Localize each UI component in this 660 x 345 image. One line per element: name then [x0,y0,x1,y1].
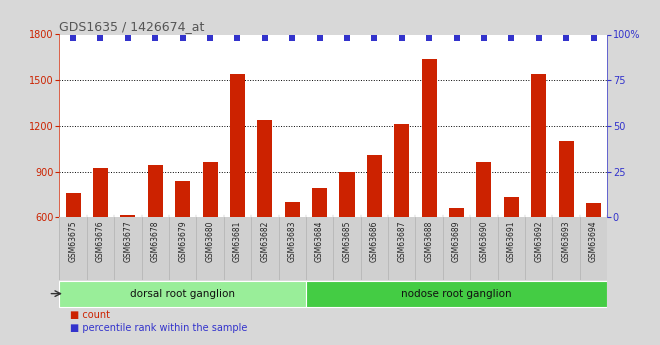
Point [369,36,380,41]
Bar [586,204,601,308]
Point [561,36,572,41]
Point [314,36,325,41]
Bar [230,74,245,308]
Text: GSM63681: GSM63681 [233,220,242,262]
Text: nodose root ganglion: nodose root ganglion [401,289,512,299]
Text: GSM63687: GSM63687 [397,220,407,262]
Bar [531,74,546,308]
Point [68,36,79,41]
Text: GSM63691: GSM63691 [507,220,516,262]
Text: GSM63683: GSM63683 [288,220,297,262]
Text: GSM63692: GSM63692 [534,220,543,262]
Text: GSM63677: GSM63677 [123,220,133,262]
Text: GSM63682: GSM63682 [260,220,269,262]
Point [178,36,188,41]
Bar [504,197,519,308]
Point [424,36,434,41]
Point [533,36,544,41]
Point [95,36,106,41]
Point [123,36,133,41]
Point [478,36,489,41]
Bar [477,162,492,308]
Text: GSM63688: GSM63688 [424,220,434,262]
Bar [449,208,464,308]
Point [588,36,599,41]
Point [205,36,215,41]
Text: GSM63676: GSM63676 [96,220,105,262]
Text: GSM63679: GSM63679 [178,220,187,262]
Bar [93,168,108,308]
Bar [65,193,81,308]
Bar [312,188,327,308]
Bar [306,281,607,307]
Point [287,36,298,41]
Bar [203,162,218,308]
Text: GSM63686: GSM63686 [370,220,379,262]
Point [397,36,407,41]
Text: GSM63690: GSM63690 [479,220,488,262]
Bar [367,155,382,308]
Point [506,36,517,41]
Bar [148,166,163,308]
Text: dorsal root ganglion: dorsal root ganglion [130,289,235,299]
Text: GSM63680: GSM63680 [205,220,214,262]
Bar [120,215,135,308]
Text: ■ percentile rank within the sample: ■ percentile rank within the sample [71,323,248,333]
Text: GSM63685: GSM63685 [343,220,352,262]
Bar [257,120,273,308]
Point [259,36,270,41]
Point [232,36,243,41]
Bar [558,141,574,308]
Bar [339,171,354,308]
Text: GDS1635 / 1426674_at: GDS1635 / 1426674_at [59,20,205,33]
Point [342,36,352,41]
Bar [422,59,437,308]
Text: GSM63684: GSM63684 [315,220,324,262]
Text: GSM63675: GSM63675 [69,220,78,262]
Point [451,36,462,41]
Point [150,36,160,41]
Text: ■ count: ■ count [71,310,110,320]
Bar [394,124,409,308]
Text: GSM63689: GSM63689 [452,220,461,262]
Bar [59,281,306,307]
Text: GSM63693: GSM63693 [562,220,571,262]
Bar [175,181,190,308]
Text: GSM63694: GSM63694 [589,220,598,262]
Bar [284,202,300,308]
Text: GSM63678: GSM63678 [150,220,160,262]
